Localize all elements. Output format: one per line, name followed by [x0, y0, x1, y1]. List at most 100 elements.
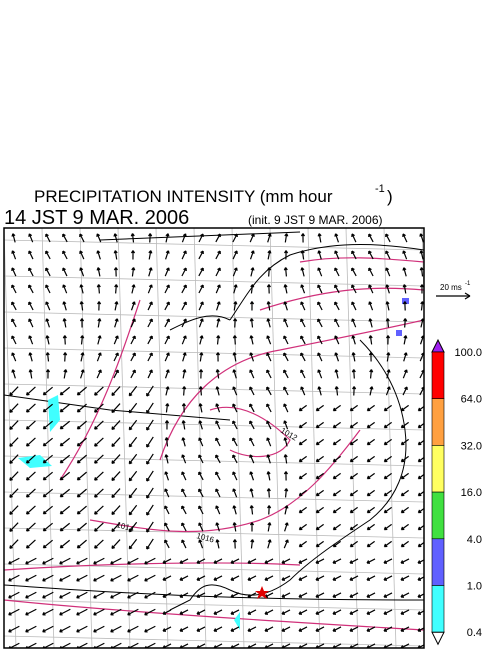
wind-arrow	[400, 575, 410, 581]
colorbar-segment	[431, 538, 445, 586]
wind-arrow	[147, 369, 153, 379]
wind-arrow	[417, 422, 424, 429]
isobar	[89, 429, 361, 533]
wind-arrow	[349, 558, 359, 564]
wind-arrow	[28, 301, 34, 311]
wind-arrow	[8, 574, 20, 582]
wind-arrow	[334, 318, 340, 328]
title-exponent: -1	[375, 183, 385, 195]
wind-arrow	[383, 489, 392, 497]
wind-arrow	[146, 538, 154, 550]
wind-arrow	[283, 386, 289, 396]
colorbar-label: 16.0	[461, 487, 482, 499]
wind-arrow	[417, 541, 424, 548]
wind-arrow	[332, 506, 341, 514]
wind-arrow	[298, 609, 308, 615]
wind-arrow	[59, 403, 71, 413]
wind-arrow	[42, 454, 53, 464]
wind-arrow	[110, 574, 122, 582]
colorbar-label: 4.0	[467, 534, 482, 546]
grid-line	[4, 563, 424, 575]
wind-arrow	[385, 386, 391, 396]
map-frame	[3, 227, 425, 649]
wind-arrow	[266, 420, 272, 430]
wind-arrow	[281, 626, 291, 632]
wind-arrow	[42, 420, 53, 430]
wind-arrow	[402, 369, 408, 379]
wind-arrow	[215, 488, 221, 498]
wind-arrow	[332, 558, 342, 564]
wind-arrow	[266, 284, 271, 294]
wind-arrow	[215, 267, 221, 277]
wind-arrow	[164, 437, 169, 447]
wind-arrow	[298, 438, 307, 446]
wind-arrow	[383, 523, 392, 531]
wind-arrow	[80, 335, 85, 345]
wind-arrow	[249, 250, 255, 260]
wind-arrow	[198, 539, 204, 549]
wind-arrow	[181, 539, 187, 549]
wind-arrow	[165, 250, 170, 260]
wind-arrow	[96, 352, 102, 362]
precip-cell	[18, 455, 52, 468]
wind-arrow	[94, 522, 104, 532]
wind-arrow	[42, 437, 53, 447]
wind-arrow	[300, 318, 306, 328]
boundary	[4, 584, 424, 601]
wind-arrow	[267, 522, 272, 532]
wind-arrow	[130, 301, 136, 311]
wind-arrow	[11, 301, 17, 311]
wind-arrow	[233, 284, 238, 294]
wind-arrow	[42, 625, 54, 633]
wind-arrow	[181, 301, 187, 311]
wind-arrow	[97, 318, 102, 328]
wind-arrow	[198, 386, 203, 396]
wind-arrow	[111, 522, 121, 533]
init-time: (init. 9 JST 9 MAR. 2006)	[248, 213, 383, 227]
wind-arrow	[400, 421, 409, 429]
wind-arrow	[266, 437, 272, 447]
wind-arrow	[25, 386, 36, 396]
wind-arrow	[298, 421, 307, 429]
wind-arrow	[130, 233, 135, 243]
wind-arrow	[128, 521, 138, 533]
wind-arrow	[164, 284, 170, 294]
wind-arrow	[198, 318, 204, 328]
wind-arrow	[368, 267, 374, 277]
wind-arrow	[198, 471, 204, 481]
wind-arrow	[250, 267, 255, 277]
wind-arrow	[334, 369, 339, 379]
wind-arrow	[383, 506, 392, 514]
wind-arrow	[383, 540, 392, 548]
wind-arrow	[215, 420, 221, 430]
wind-arrow	[114, 284, 119, 294]
wind-arrow	[9, 488, 19, 498]
wind-arrow	[334, 352, 340, 362]
wind-arrow	[281, 575, 291, 581]
wind-arrow	[317, 318, 323, 328]
wind-arrow	[111, 437, 121, 448]
wind-arrow	[349, 540, 358, 548]
wind-arrow	[283, 267, 288, 277]
wind-arrow	[334, 386, 339, 396]
wind-arrow	[283, 318, 289, 328]
colorbar-label: 1.0	[467, 581, 482, 593]
wind-arrow	[131, 284, 136, 294]
wind-arrow	[198, 403, 203, 413]
wind-arrow	[298, 472, 307, 480]
wind-arrow	[213, 592, 223, 598]
wind-arrow	[28, 318, 34, 328]
wind-arrow	[111, 454, 121, 465]
wind-arrow	[317, 301, 323, 311]
wind-arrow	[79, 250, 85, 260]
wind-arrow	[351, 301, 357, 311]
wind-arrow	[111, 403, 121, 414]
wind-arrow	[232, 386, 238, 396]
wind-arrow	[400, 540, 409, 548]
wind-arrow	[198, 301, 204, 311]
wind-arrow	[334, 233, 340, 243]
wind-arrow	[62, 267, 68, 277]
wind-arrow	[148, 233, 153, 243]
wind-arrow	[332, 626, 342, 632]
